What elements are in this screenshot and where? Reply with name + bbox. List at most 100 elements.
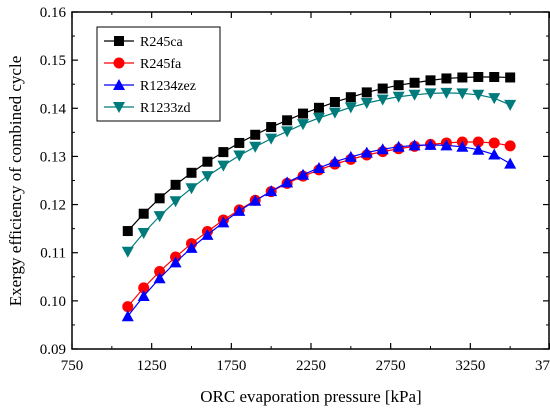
axes: 750 1250 1750 2250 2750 3250 3750 0.09 0.10 0.11 0… — [40, 5, 550, 374]
data-point — [505, 72, 516, 83]
data-point — [266, 122, 277, 133]
data-point — [376, 94, 389, 106]
y-tick-label: 0.13 — [40, 149, 66, 165]
data-point — [201, 171, 214, 183]
data-point — [282, 115, 293, 126]
x-tick-label: 3250 — [455, 358, 485, 374]
data-point — [329, 97, 340, 108]
data-point — [297, 119, 310, 131]
legend: R245ca R245fa R1234zez R1233zd — [96, 26, 221, 122]
data-point — [218, 147, 229, 158]
data-point — [249, 141, 262, 153]
data-point — [440, 139, 453, 151]
y-tick-label: 0.14 — [40, 101, 67, 117]
y-tick-label: 0.16 — [40, 5, 67, 21]
data-point — [488, 137, 500, 149]
series-layer — [121, 71, 517, 322]
legend-label: R1233zd — [140, 101, 191, 116]
y-axis-title: Exergy efficiency of combined cycle — [6, 56, 25, 306]
data-point — [298, 108, 309, 119]
legend-marker — [113, 102, 125, 113]
data-point — [345, 92, 356, 103]
data-point — [489, 71, 500, 82]
data-point — [361, 87, 372, 98]
data-point — [312, 112, 325, 124]
data-point — [456, 140, 469, 152]
x-axis-title: ORC evaporation pressure [kPa] — [200, 387, 421, 406]
data-point — [344, 150, 357, 162]
data-point — [392, 91, 405, 103]
data-point — [488, 93, 501, 105]
data-point — [393, 80, 404, 91]
data-point — [201, 228, 214, 240]
data-point — [297, 168, 310, 180]
x-tick-label: 1250 — [137, 358, 167, 374]
data-point — [169, 256, 182, 268]
data-point — [504, 140, 516, 152]
data-point — [424, 138, 437, 150]
data-point — [121, 246, 134, 258]
x-tick-label: 3750 — [535, 358, 550, 374]
data-point — [408, 89, 421, 101]
data-point — [360, 97, 373, 109]
data-point — [344, 102, 357, 114]
data-point — [121, 310, 134, 322]
legend-label: R245ca — [140, 35, 184, 50]
legend-label: R245fa — [140, 57, 182, 72]
data-point — [377, 83, 388, 94]
data-point — [233, 204, 246, 216]
data-point — [281, 176, 294, 188]
data-point — [185, 241, 198, 253]
data-point — [328, 107, 341, 119]
data-point — [472, 89, 485, 101]
legend-marker — [113, 57, 125, 69]
data-point — [456, 88, 469, 100]
data-point — [202, 156, 213, 167]
data-point — [122, 301, 134, 313]
data-point — [137, 227, 150, 239]
series-R1234zez — [121, 138, 517, 322]
data-point — [457, 72, 468, 83]
data-point — [473, 71, 484, 82]
data-point — [441, 73, 452, 84]
data-point — [328, 155, 341, 167]
data-point — [472, 136, 484, 148]
y-tick-label: 0.15 — [40, 53, 66, 69]
x-tick-label: 1750 — [216, 358, 246, 374]
data-point — [312, 161, 325, 173]
data-point — [154, 193, 165, 204]
data-point — [408, 139, 421, 151]
data-point — [169, 196, 182, 208]
data-point — [376, 143, 389, 155]
data-point — [424, 88, 437, 100]
x-tick-label: 2250 — [296, 358, 326, 374]
x-tick-label: 2750 — [376, 358, 406, 374]
data-point — [265, 133, 278, 145]
x-tick-label: 750 — [61, 358, 84, 374]
data-point — [488, 148, 501, 160]
y-tick-label: 0.09 — [40, 342, 66, 358]
data-point — [409, 77, 420, 88]
y-tick-label: 0.12 — [40, 198, 66, 214]
data-point — [440, 87, 453, 99]
y-tick-label: 0.11 — [40, 246, 66, 262]
data-point — [233, 150, 246, 162]
data-point — [138, 208, 149, 219]
data-point — [265, 185, 278, 197]
data-point — [425, 75, 436, 86]
legend-label: R1234zez — [140, 79, 196, 94]
data-point — [153, 211, 166, 223]
data-point — [281, 126, 294, 138]
data-point — [137, 290, 150, 302]
data-point — [472, 143, 485, 155]
data-point — [138, 282, 150, 294]
data-point — [234, 137, 245, 148]
legend-marker — [114, 36, 124, 46]
data-point — [313, 102, 324, 113]
data-point — [153, 272, 166, 284]
data-point — [504, 99, 517, 111]
data-point — [185, 183, 198, 195]
data-point — [249, 194, 262, 206]
